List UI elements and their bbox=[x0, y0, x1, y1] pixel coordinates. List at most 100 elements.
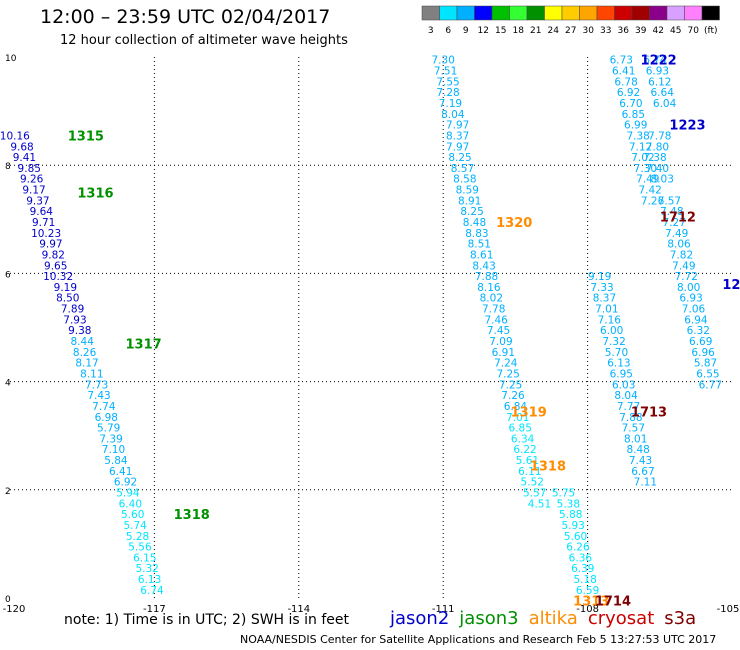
wave-height-point: 8.43 bbox=[472, 260, 495, 272]
wave-height-point: 6.93 bbox=[646, 66, 669, 78]
pass-time-label: 1317 bbox=[126, 338, 162, 353]
wave-height-point: 9.19 bbox=[54, 282, 77, 294]
wave-height-point: 7.11 bbox=[634, 477, 657, 489]
wave-height-point: 6.73 bbox=[610, 55, 633, 67]
x-tick-label: -108 bbox=[576, 604, 599, 615]
wave-height-point: 7.78 bbox=[648, 130, 671, 142]
pass-time-label: 1223 bbox=[669, 119, 705, 134]
wave-height-point: 6.36 bbox=[569, 552, 593, 564]
pass-time-label: 1313 bbox=[573, 595, 609, 610]
wave-height-point: 8.26 bbox=[73, 347, 97, 359]
wave-height-point: 8.00 bbox=[677, 282, 700, 294]
wave-height-point: 7.55 bbox=[436, 76, 459, 88]
wave-height-point: 6.85 bbox=[622, 109, 645, 121]
wave-height-point: 8.37 bbox=[446, 130, 469, 142]
scale-label: 9 bbox=[463, 26, 469, 36]
y-tick-label: 2 bbox=[5, 487, 11, 497]
wave-height-point: 7.38 bbox=[643, 152, 666, 164]
wave-height-point: 7.39 bbox=[99, 433, 122, 445]
wave-height-point: 6.84 bbox=[504, 401, 528, 413]
wave-height-point: 7.01 bbox=[506, 412, 529, 424]
wave-height-point: 8.44 bbox=[71, 336, 95, 348]
wave-height-point: 5.28 bbox=[126, 531, 149, 543]
wave-height-point: 7.93 bbox=[63, 314, 86, 326]
wave-height-point: 9.41 bbox=[13, 152, 36, 164]
scale-label: 3 bbox=[428, 26, 434, 36]
wave-height-point: 7.89 bbox=[61, 304, 84, 316]
wave-height-point: 5.79 bbox=[97, 423, 120, 435]
legend-altika: altika bbox=[528, 608, 578, 629]
wave-height-point: 6.39 bbox=[571, 563, 594, 575]
wave-height-point: 6.96 bbox=[691, 347, 715, 359]
scale-label: 45 bbox=[670, 26, 681, 36]
wave-height-point: 7.88 bbox=[619, 412, 642, 424]
wave-height-point: 7.26 bbox=[501, 390, 525, 402]
wave-height-point: 5.88 bbox=[559, 509, 582, 521]
x-tick-label: -117 bbox=[143, 604, 166, 615]
scale-label: 12 bbox=[478, 26, 489, 36]
wave-height-point: 6.98 bbox=[95, 412, 118, 424]
wave-height-point: 6.93 bbox=[679, 293, 702, 305]
wave-height-point: 8.16 bbox=[477, 282, 501, 294]
wave-height-point: 9.19 bbox=[588, 271, 611, 283]
wave-height-point: 9.82 bbox=[42, 249, 65, 261]
wave-height-point: 5.18 bbox=[573, 574, 596, 586]
wave-height-point: 8.17 bbox=[75, 358, 98, 370]
scale-label: 42 bbox=[653, 26, 664, 36]
x-tick-label: -120 bbox=[3, 604, 26, 615]
wave-height-point: 9.64 bbox=[30, 206, 54, 218]
y-tick-label: 6 bbox=[5, 270, 11, 280]
series-jason2-pass-1: 6.736.416.786.926.706.856.997.387.127.02… bbox=[610, 55, 665, 208]
wave-height-point: 7.19 bbox=[439, 98, 462, 110]
scale-label: 21 bbox=[530, 26, 541, 36]
wave-height-point: 6.15 bbox=[133, 552, 156, 564]
wave-height-point: 5.75 bbox=[552, 488, 575, 500]
wave-height-point: 6.41 bbox=[612, 66, 635, 78]
wave-height-point: 9.71 bbox=[32, 217, 55, 229]
x-tick-label: -114 bbox=[287, 604, 310, 615]
wave-height-point: 9.37 bbox=[26, 195, 49, 207]
y-tick-label: 10 bbox=[5, 54, 17, 64]
series-jason3-pass-3: 5.946.405.605.745.285.566.155.326.136.74 bbox=[116, 488, 164, 597]
chart-subtitle: 12 hour collection of altimeter wave hei… bbox=[60, 33, 348, 48]
wave-height-point: 6.77 bbox=[699, 379, 722, 391]
pass-time-label: 1712 bbox=[660, 211, 696, 226]
pass-time-label: 1222 bbox=[641, 54, 677, 69]
scale-label: (ft) bbox=[704, 26, 718, 36]
wave-height-point: 7.26 bbox=[641, 195, 665, 207]
wave-height-point: 7.80 bbox=[646, 141, 669, 153]
wave-height-point: 5.60 bbox=[121, 509, 144, 521]
pass-time-label: 1315 bbox=[68, 129, 104, 144]
legend-cryosat: cryosat bbox=[587, 608, 655, 629]
wave-height-point: 8.48 bbox=[626, 444, 649, 456]
wave-height-point: 6.99 bbox=[624, 120, 647, 132]
wave-height-point: 7.32 bbox=[602, 336, 625, 348]
wave-height-point: 7.82 bbox=[670, 249, 693, 261]
wave-height-point: 6.26 bbox=[566, 542, 590, 554]
legend-jason2: jason2 bbox=[390, 608, 450, 629]
series-jason3-pass-1: 10.169.689.419.859.269.179.379.649.7110.… bbox=[0, 130, 91, 337]
wave-height-point: 6.94 bbox=[684, 314, 708, 326]
wave-height-point: 7.01 bbox=[595, 304, 618, 316]
x-tick-label: -105 bbox=[717, 604, 740, 615]
wave-height-point: 7.02 bbox=[631, 152, 654, 164]
wave-height-point: 5.56 bbox=[128, 542, 152, 554]
wave-height-point: 8.25 bbox=[448, 152, 471, 164]
pass-time-label: 1318 bbox=[174, 508, 210, 523]
wave-height-point: 8.91 bbox=[458, 195, 481, 207]
pass-time-label: 1320 bbox=[496, 216, 532, 231]
wave-height-point: 5.84 bbox=[104, 455, 128, 467]
wave-height-point: 7.06 bbox=[682, 304, 706, 316]
wave-height-point: 7.51 bbox=[434, 66, 457, 78]
wave-height-point: 7.28 bbox=[436, 87, 459, 99]
wave-height-point: 7.88 bbox=[475, 271, 498, 283]
wave-height-point: 9.26 bbox=[20, 174, 44, 186]
wave-height-point: 7.30 bbox=[634, 163, 657, 175]
wave-height-point: 9.17 bbox=[22, 185, 45, 197]
wave-height-point: 8.11 bbox=[80, 368, 103, 380]
wave-height-point: 8.03 bbox=[651, 174, 674, 186]
wave-height-point: 7.43 bbox=[87, 390, 110, 402]
wave-height-point: 8.25 bbox=[460, 206, 483, 218]
wave-height-point: 6.70 bbox=[619, 98, 642, 110]
